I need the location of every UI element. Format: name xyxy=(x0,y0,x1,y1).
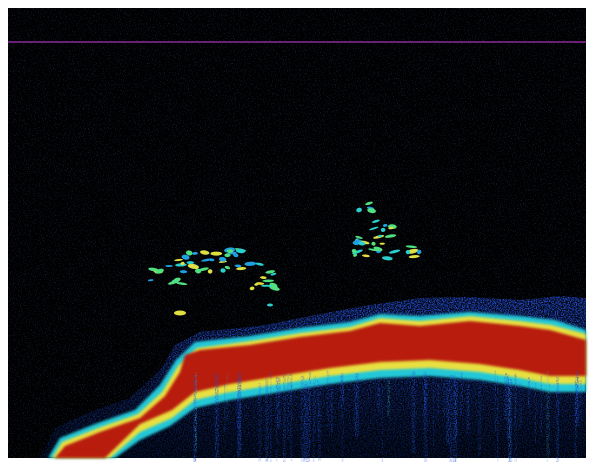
streak xyxy=(301,376,305,462)
streak xyxy=(549,379,550,454)
streak xyxy=(460,372,463,417)
streak xyxy=(287,375,289,440)
streak xyxy=(497,376,498,462)
streak xyxy=(258,383,261,462)
streak xyxy=(412,371,416,453)
streak xyxy=(290,381,292,462)
streak xyxy=(546,371,549,462)
streak xyxy=(237,372,241,430)
streak xyxy=(270,372,272,462)
streak xyxy=(504,373,507,419)
streak xyxy=(387,380,390,418)
page: (() => { const data = JSON.parse(documen… xyxy=(0,0,592,462)
streak xyxy=(438,384,440,417)
streak xyxy=(226,373,227,423)
streak xyxy=(468,381,470,429)
streak xyxy=(454,377,458,440)
streak xyxy=(519,382,522,428)
fish-echo xyxy=(267,304,273,307)
fish-echo xyxy=(165,265,173,267)
streak xyxy=(265,379,268,462)
streak xyxy=(514,375,517,462)
streak xyxy=(382,384,383,462)
streak xyxy=(283,373,286,462)
streak xyxy=(443,379,445,417)
streak xyxy=(276,377,278,461)
streak xyxy=(535,383,536,446)
streak xyxy=(378,380,381,412)
streak xyxy=(575,380,577,458)
streak xyxy=(433,381,434,450)
streak xyxy=(579,380,582,419)
fish-echo xyxy=(210,252,222,256)
streak xyxy=(424,379,427,415)
streak xyxy=(341,373,344,407)
echogram xyxy=(0,0,592,462)
streak xyxy=(541,374,542,432)
streak xyxy=(331,385,333,433)
streak xyxy=(327,370,330,427)
streak xyxy=(446,380,449,444)
fish-echo xyxy=(380,243,385,245)
streak xyxy=(195,372,197,451)
streak xyxy=(508,379,512,462)
streak xyxy=(354,383,357,431)
streak xyxy=(478,378,481,456)
streak xyxy=(215,373,219,458)
streak xyxy=(224,384,225,431)
streak xyxy=(556,377,559,462)
streak xyxy=(304,382,307,462)
fish-echo xyxy=(174,311,186,316)
streak xyxy=(495,371,496,436)
streak xyxy=(309,371,311,446)
streak xyxy=(318,383,321,462)
streak xyxy=(528,377,530,407)
streak xyxy=(314,376,316,436)
streak xyxy=(449,375,452,462)
